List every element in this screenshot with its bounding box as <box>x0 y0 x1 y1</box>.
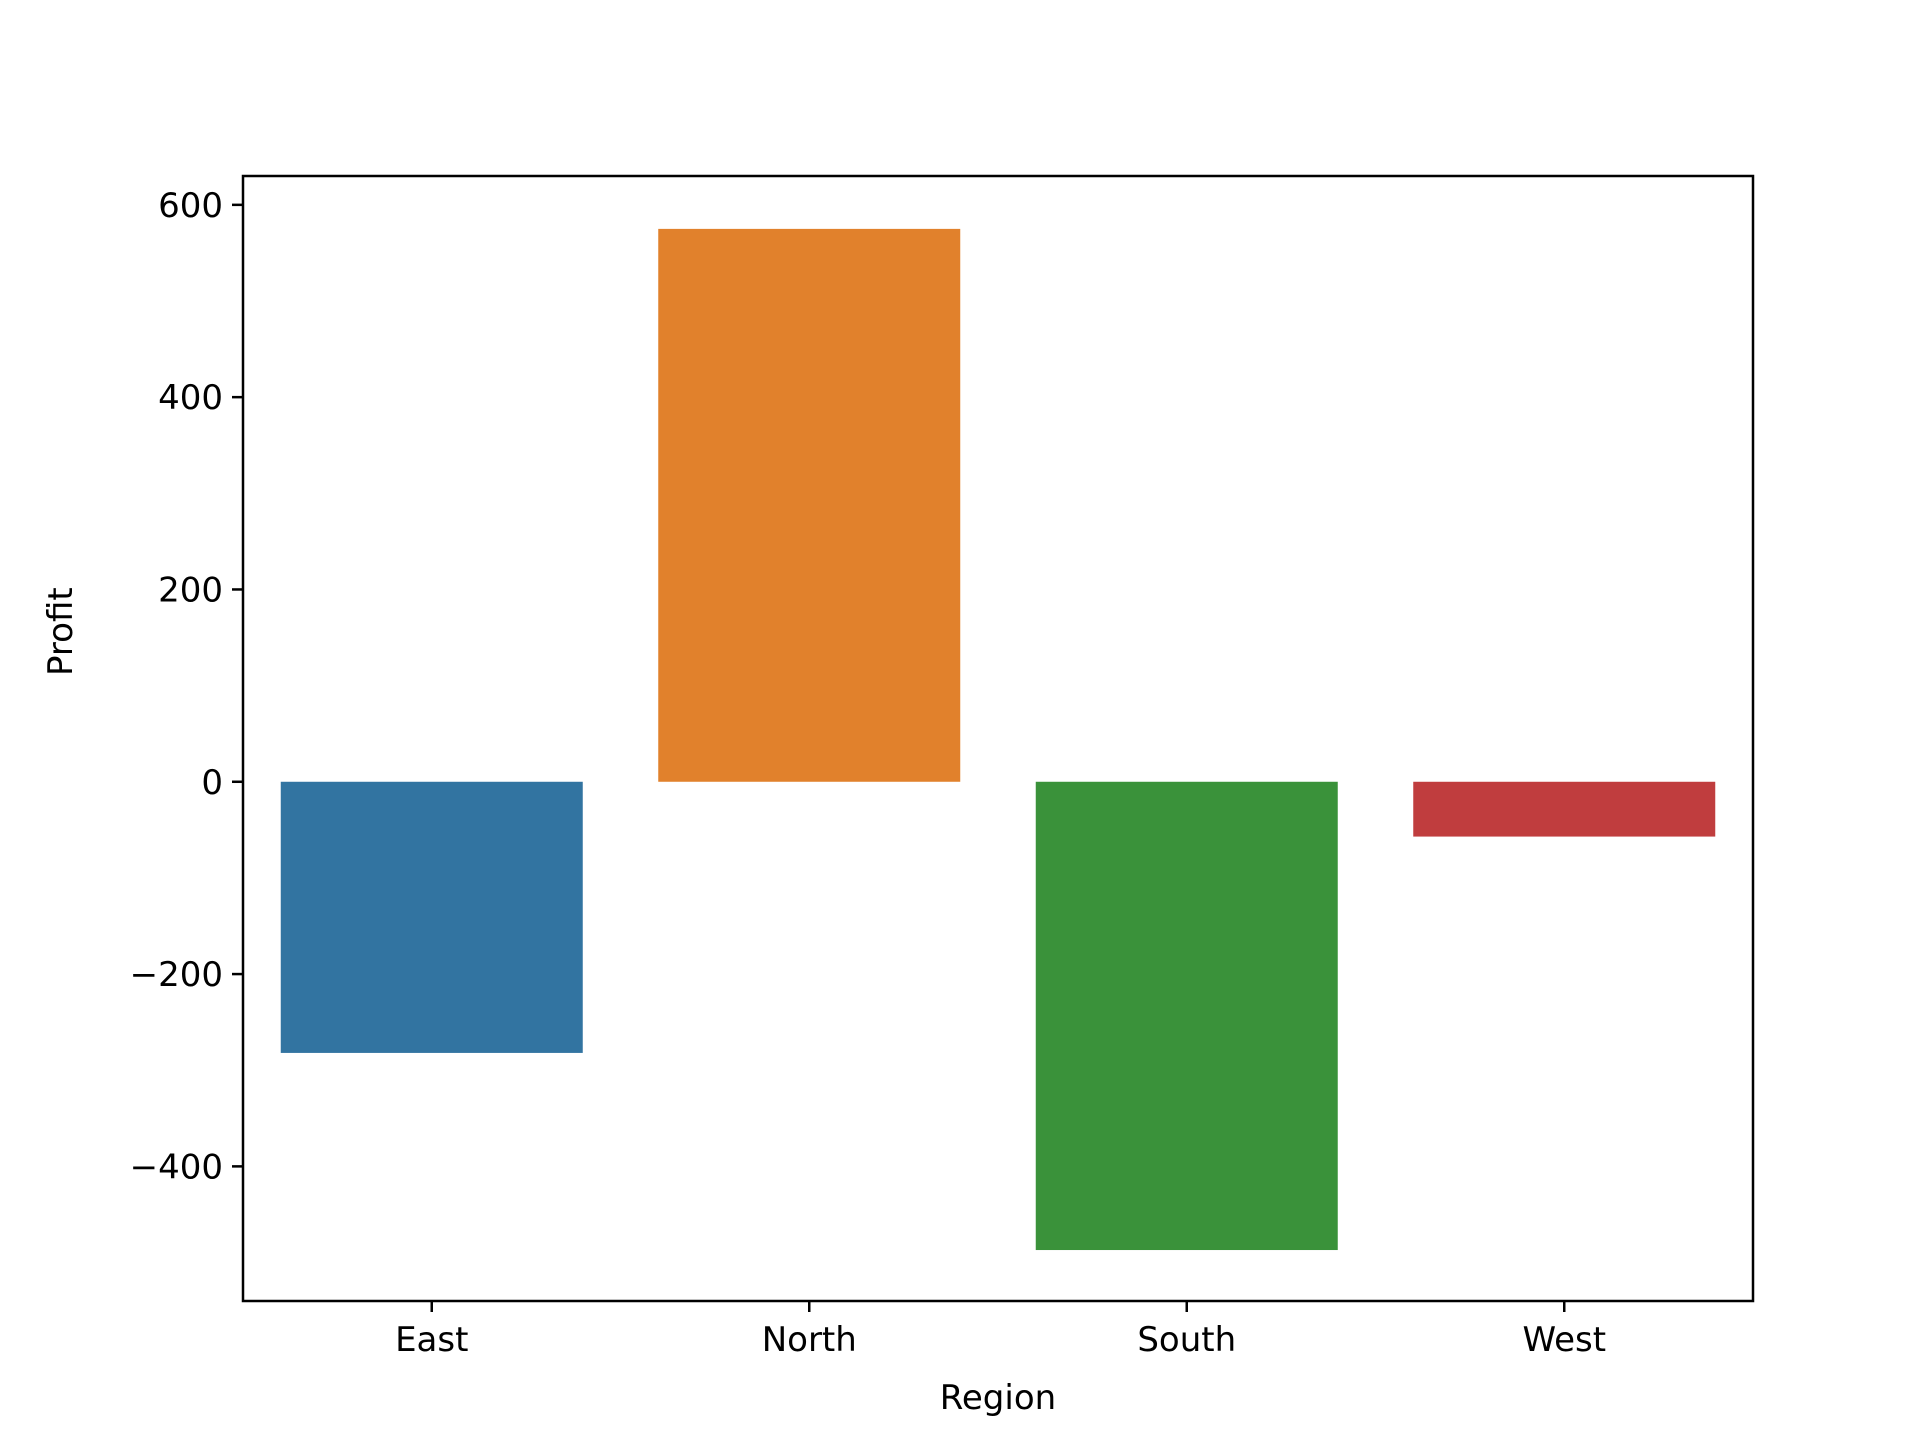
y-axis-label: Profit <box>41 587 81 676</box>
plot-frame <box>241 174 1755 1303</box>
x-tick-label: West <box>1522 1320 1606 1360</box>
bar-east <box>280 781 583 1053</box>
bars-layer <box>280 228 1716 1251</box>
bar-west <box>1413 781 1716 837</box>
y-tick-label: 200 <box>158 570 223 610</box>
x-tick-label: East <box>395 1320 468 1360</box>
y-tick-label: −200 <box>130 955 223 995</box>
y-tick-label: 400 <box>158 378 223 418</box>
y-tick-label: 600 <box>158 186 223 226</box>
x-tick-label: South <box>1137 1320 1236 1360</box>
bar-south <box>1035 781 1338 1251</box>
y-tick-label: −400 <box>130 1147 223 1187</box>
ticks-layer: East North South West −400 −200 0 200 400 600 <box>130 186 1606 1360</box>
x-tick-label: North <box>762 1320 857 1360</box>
x-axis-label: Region <box>940 1378 1056 1418</box>
y-tick-label: 0 <box>201 763 223 803</box>
bar-north <box>658 228 961 782</box>
